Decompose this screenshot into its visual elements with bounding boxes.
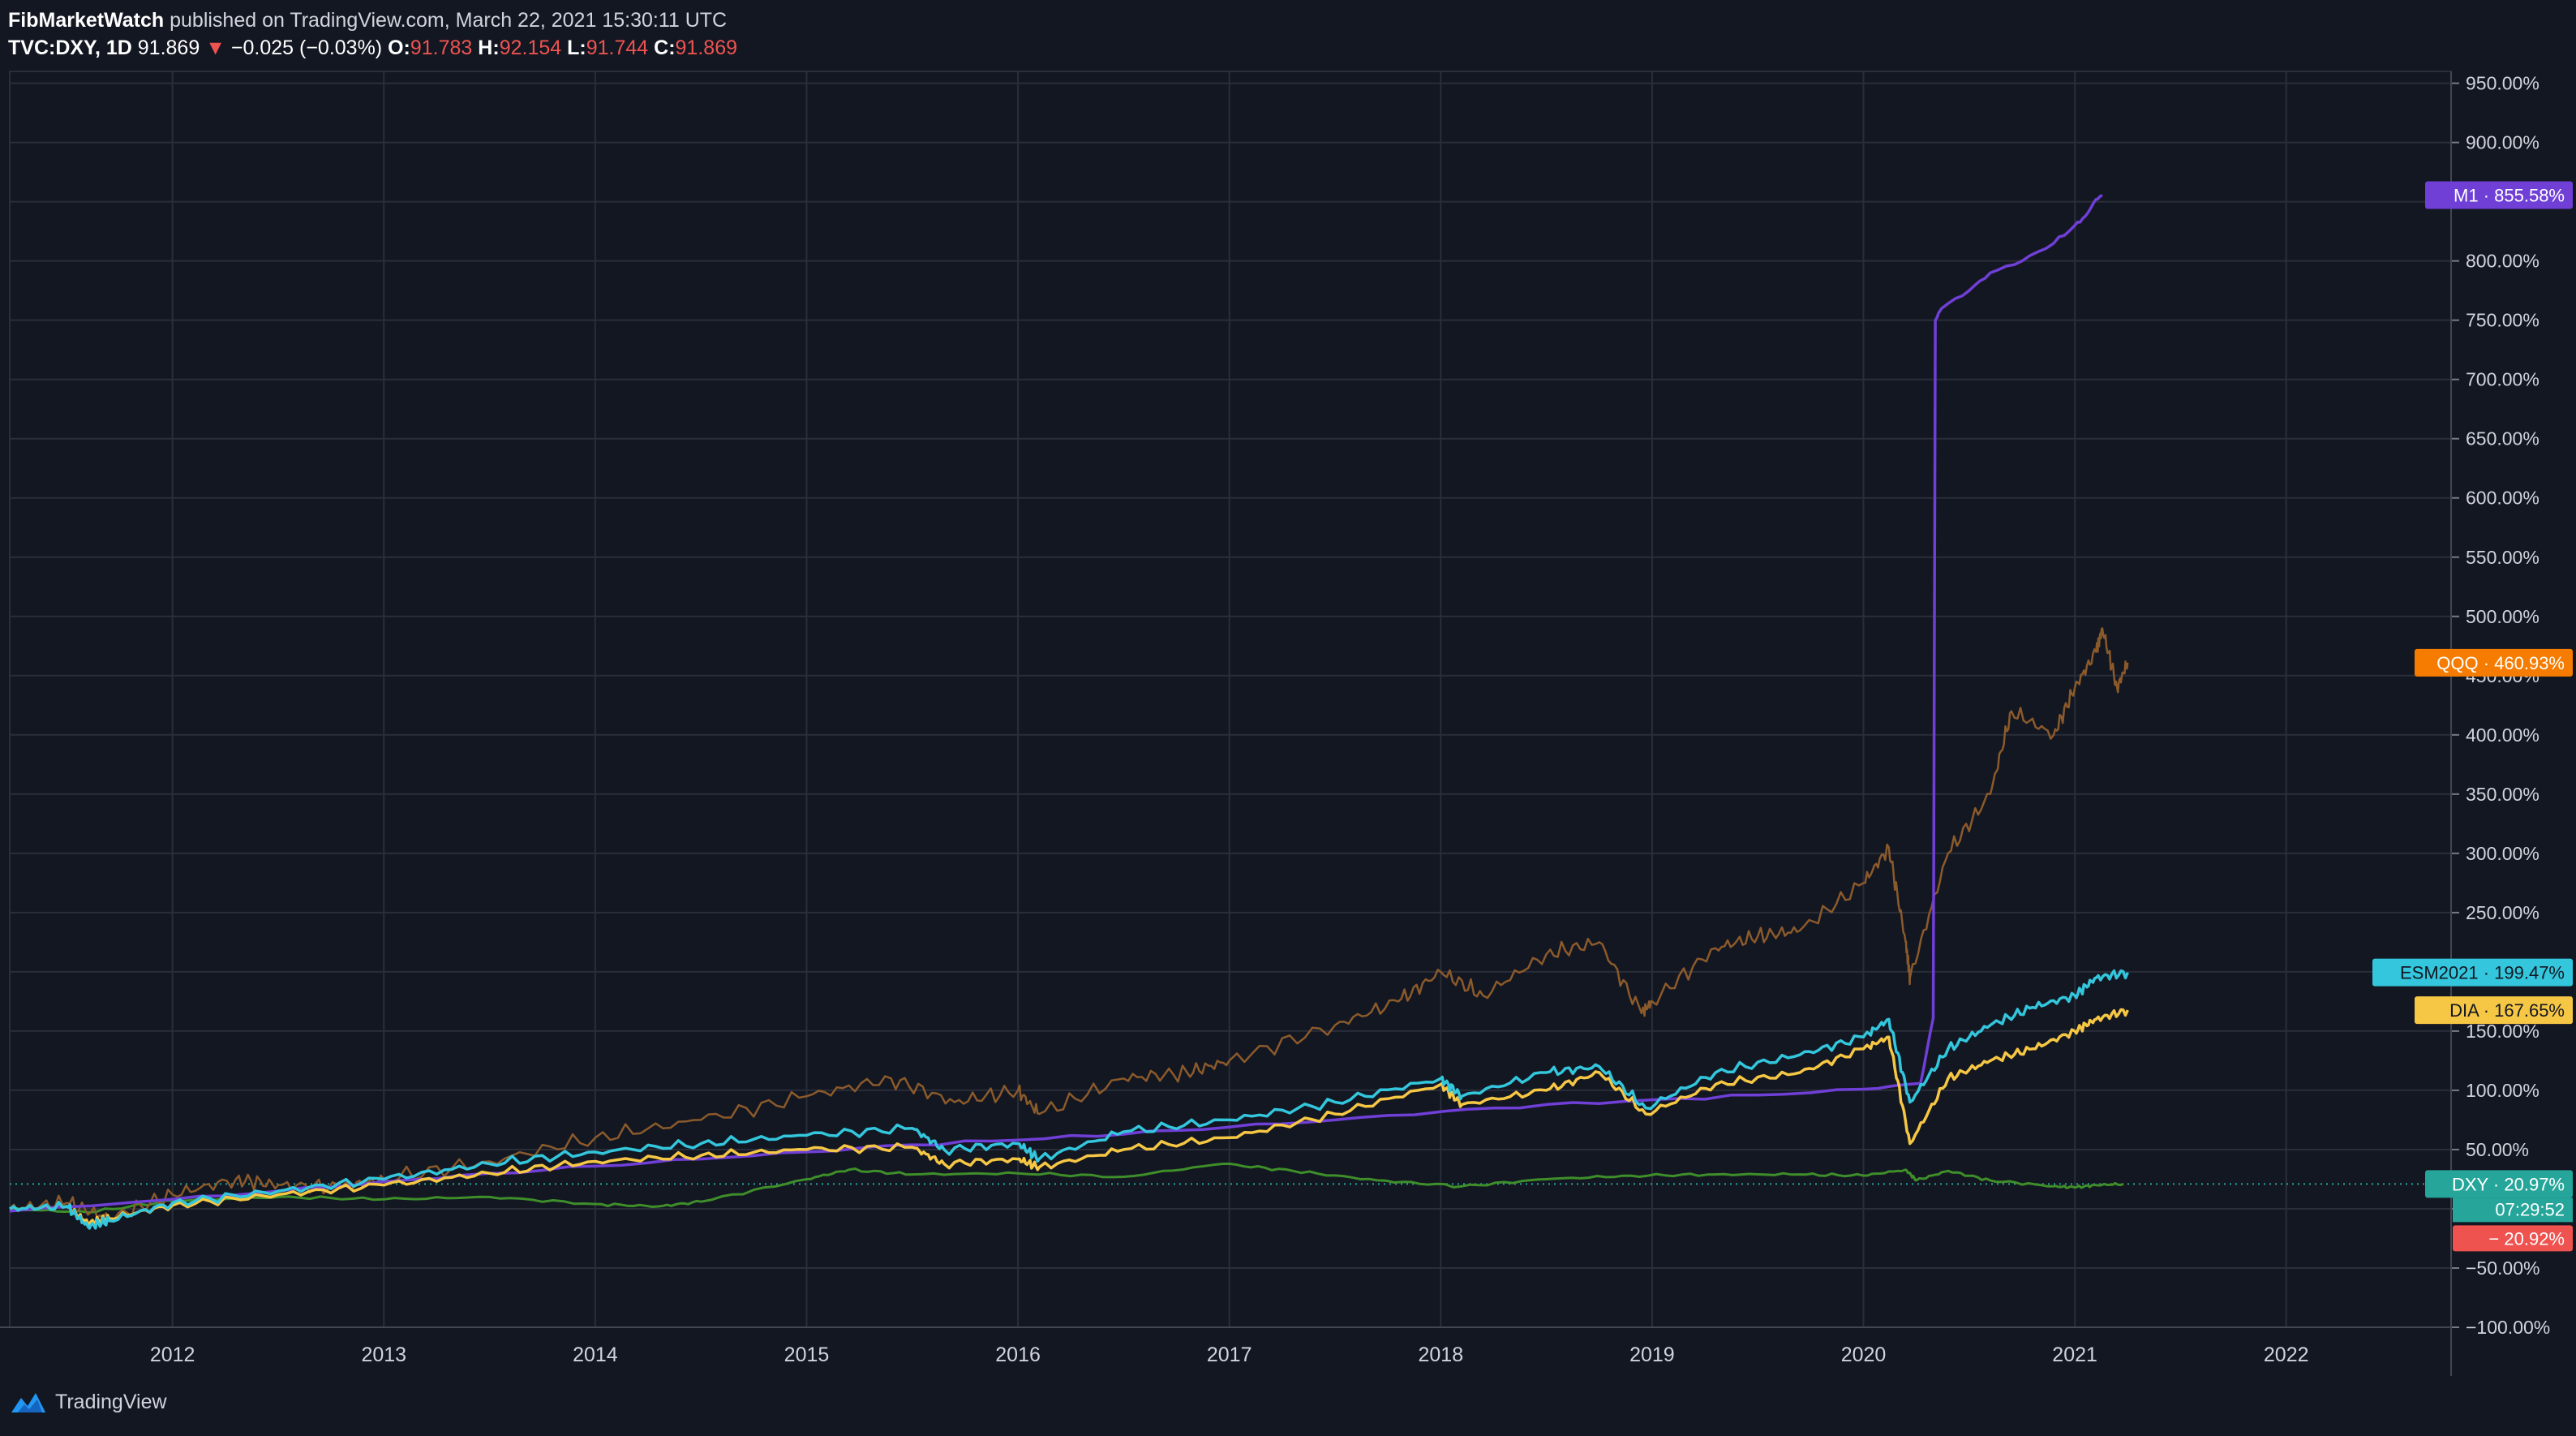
price-label-m1[interactable]: M1 · 855.58% [2425,181,2573,209]
x-tick-label: 2021 [2052,1344,2097,1366]
y-tick-label: 150.00% [2466,1021,2540,1042]
neg-label-bg [2453,1225,2573,1252]
price-label-esm2021[interactable]: ESM2021 · 199.47% [2372,958,2573,987]
x-tick-label: 2019 [1629,1344,1675,1366]
price-label-text: DXY · 20.97% [2452,1174,2565,1194]
high-label: H: [478,37,500,59]
low-label: L: [567,37,586,59]
chart-header: FibMarketWatch published on TradingView.… [8,6,737,62]
open-value: 91.783 [410,37,473,59]
x-tick-label: 2018 [1418,1344,1463,1366]
price-label-bg [2372,958,2573,987]
y-tick-label: −50.00% [2466,1258,2540,1279]
y-tick-label: 400.00% [2466,724,2540,746]
price-label-bg [2425,1170,2573,1198]
price-label-bg [2425,181,2573,209]
x-tick-label: 2014 [573,1344,618,1366]
price-label-text: DIA · 167.65% [2449,1000,2565,1021]
y-tick-label: 250.00% [2466,902,2540,923]
x-tick-label: 2017 [1207,1344,1252,1366]
price-label-text: M1 · 855.58% [2454,185,2565,205]
tradingview-logo-icon [11,1392,45,1412]
x-tick-label: 2012 [150,1344,195,1366]
tradingview-brand[interactable]: TradingView [55,1391,167,1413]
x-tick-label: 2022 [2264,1344,2309,1366]
price-label-bg [2415,996,2573,1025]
y-tick-label: 550.00% [2466,547,2540,568]
low-value: 91.744 [586,37,649,59]
y-tick-label: 750.00% [2466,310,2540,331]
price-label-text: QQQ · 460.93% [2436,653,2565,673]
footer: TradingView [10,1391,167,1414]
series-line-esm2021[interactable] [9,969,2129,1230]
publish-info: FibMarketWatch published on TradingView.… [8,6,737,34]
countdown-bg [2453,1197,2573,1223]
comparison-chart[interactable]: 950.00%900.00%850.00%800.00%750.00%700.0… [0,0,2576,1379]
y-tick-label: 100.00% [2466,1080,2540,1101]
high-value: 92.154 [499,37,562,59]
series-line-dia[interactable] [9,1008,2129,1227]
close-value: 91.869 [675,37,737,59]
countdown-label: 07:29:52 [2495,1199,2565,1219]
y-tick-label: 50.00% [2466,1139,2529,1160]
x-tick-label: 2013 [361,1344,406,1366]
y-tick-label: 300.00% [2466,843,2540,864]
y-tick-label: −100.00% [2466,1317,2550,1338]
publish-text: published on TradingView.com, March 22, … [170,9,728,32]
y-tick-label: 700.00% [2466,369,2540,390]
price-label-text: ESM2021 · 199.47% [2400,963,2565,983]
price-label-dxy[interactable]: DXY · 20.97% [2425,1170,2573,1198]
price-label-dia[interactable]: DIA · 167.65% [2415,996,2573,1025]
last-price: 91.869 [137,37,200,59]
symbol-label[interactable]: TVC:DXY, 1D [8,37,132,59]
series-line-m1[interactable] [9,193,2103,1213]
y-tick-label: 650.00% [2466,428,2540,449]
open-label: O: [388,37,410,59]
x-tick-label: 2020 [1841,1344,1887,1366]
price-label-bg [2415,648,2573,677]
ohlc-legend: TVC:DXY, 1D 91.869 ▼ −0.025 (−0.03%) O:9… [8,34,737,62]
close-label: C: [654,37,676,59]
series-line-qqq[interactable] [9,627,2129,1222]
x-tick-label: 2015 [784,1344,830,1366]
down-arrow-icon: ▼ [205,37,225,59]
neg-price-label: − 20.92% [2488,1228,2565,1249]
y-tick-label: 900.00% [2466,132,2540,153]
y-tick-label: 350.00% [2466,784,2540,805]
y-tick-label: 500.00% [2466,606,2540,627]
author-name[interactable]: FibMarketWatch [8,9,165,32]
x-tick-label: 2016 [995,1344,1041,1366]
price-label-qqq[interactable]: QQQ · 460.93% [2415,648,2573,677]
series-line-dxy[interactable] [9,1163,2124,1214]
y-tick-label: 950.00% [2466,73,2540,94]
price-change: −0.025 (−0.03%) [230,37,383,59]
y-tick-label: 600.00% [2466,488,2540,509]
y-tick-label: 800.00% [2466,251,2540,272]
